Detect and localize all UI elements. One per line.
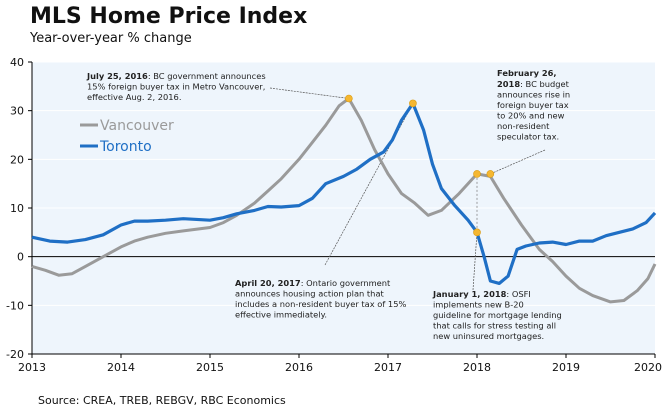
annotation-text: April 20, 2017: Ontario government announ…: [235, 278, 406, 320]
x-tick-label: 2014: [107, 361, 135, 374]
x-tick-label: 2019: [552, 361, 580, 374]
annotation-line: : OSFI: [506, 289, 530, 299]
chart-title: MLS Home Price Index: [30, 4, 308, 29]
annotation-leader-line: [472, 232, 478, 291]
y-tick-label: 20: [10, 153, 24, 166]
y-tick-label: 0: [17, 251, 24, 264]
annotation-date: February 26,: [497, 68, 557, 78]
y-tick-label: -20: [6, 348, 24, 361]
annotation-date: April 20, 2017: [235, 278, 301, 288]
annotation-line: includes a non-resident buyer tax of 15%: [235, 299, 406, 309]
annotation-leader-line: [490, 149, 546, 175]
event-marker: [486, 170, 495, 178]
x-tick-label: 2015: [196, 361, 224, 374]
annotation-line: : Ontario government: [301, 278, 391, 288]
y-tick-label: 10: [10, 202, 24, 215]
annotation-text: January 1, 2018: OSFI implements new B-20…: [432, 289, 562, 341]
source-note: Source: CREA, TREB, REBGV, RBC Economics: [38, 394, 286, 407]
x-tick-label: 2016: [285, 361, 313, 374]
event-marker: [409, 99, 417, 108]
series-line-vancouver: [31, 97, 657, 304]
annotation-line: speculator tax.: [497, 132, 559, 142]
annotation-text: February 26, 2018: BC budget announces ris…: [497, 68, 570, 142]
annotation-line: announces rise in: [497, 90, 570, 100]
event-marker: [473, 228, 481, 237]
annotation-date: January 1, 2018: [432, 289, 507, 299]
annotation-line: effective immediately.: [235, 310, 327, 320]
annotation-line: new uninsured mortgages.: [433, 331, 544, 341]
y-tick-label: 30: [10, 105, 24, 118]
annotation-line: guideline for mortgage lending: [433, 310, 562, 320]
annotation-line: implements new B-20: [433, 300, 524, 310]
y-tick-label: 40: [10, 56, 24, 69]
legend-label-vancouver: Vancouver: [100, 118, 174, 134]
x-tick-label: 2013: [18, 361, 46, 374]
legend-label-toronto: Toronto: [99, 139, 152, 155]
annotation-line: : BC government announces: [148, 71, 266, 81]
annotation-line: foreign buyer tax: [497, 100, 569, 110]
annotation-line: 15% foreign buyer tax in Metro Vancouver…: [87, 82, 265, 92]
annotation-leader-line: [269, 87, 349, 99]
annotation-text: July 25, 2016: BC government announces 15…: [86, 71, 266, 102]
chart-subtitle: Year-over-year % change: [30, 31, 192, 46]
x-tick-label: 2017: [374, 361, 402, 374]
y-tick-label: -10: [6, 299, 24, 312]
annotation-date: July 25, 2016: [86, 71, 148, 81]
x-tick-label: 2018: [463, 361, 491, 374]
annotation-line: that calls for stress testing all: [433, 321, 556, 331]
series-line-toronto: [31, 101, 657, 285]
annotation-line: non-resident: [497, 121, 550, 131]
x-tick-label: 2020: [634, 361, 662, 374]
annotation-line: effective Aug. 2, 2016.: [87, 92, 181, 102]
event-marker: [473, 170, 481, 178]
annotation-line: announces housing action plan that: [235, 289, 385, 299]
event-marker: [345, 94, 353, 103]
annotation-line: to 20% and new: [497, 111, 565, 121]
